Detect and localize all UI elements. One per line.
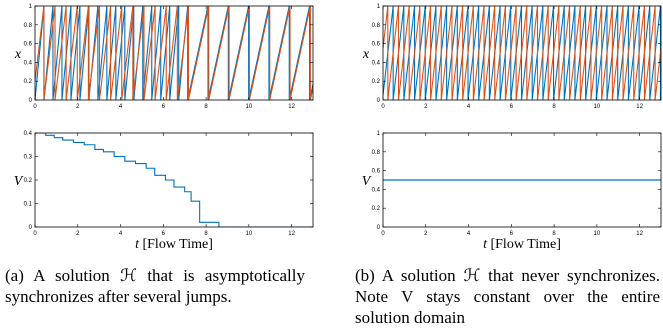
panel-2-xtick-label: 2 [76,231,80,237]
panel-1-ylabel: x [14,47,22,62]
panel-2-xtick-label: 6 [162,231,166,237]
panel-4-frame [382,132,662,228]
panel-2-xtick-label: 8 [204,231,208,237]
panel-3-xtick-label: 8 [552,104,556,110]
panel-1-xtick-label: 4 [119,104,123,110]
panel-1-xtick-label: 10 [246,104,253,110]
panel-4-ytick-label: 0.6 [372,169,381,175]
panel-4-ytick-label: 0.8 [372,150,381,156]
panel-2-xtick-label: 10 [246,231,253,237]
panel-4-xtick-label: 2 [424,231,428,237]
panel-3-xtick-label: 4 [467,104,471,110]
panel-3-xtick-label: 2 [424,104,428,110]
panel-4-xtick-label: 4 [467,231,471,237]
panel-4-ylabel: V [362,174,372,189]
panel-1-ytick-label: 0.6 [24,42,33,48]
panel-3-ytick-label: 0 [377,98,381,104]
panel-2-ytick-label: 0.4 [24,131,33,137]
panel-3-xtick-label: 6 [510,104,514,110]
caption-a: (a) A solution ℋ that is asymptotically … [5,266,305,306]
panel-2-ytick-label: 0 [29,225,33,231]
panel-4-xtick-label: 8 [552,231,556,237]
panel-1-xtick-label: 0 [33,104,37,110]
panel-2-xtick-label: 4 [119,231,123,237]
panel-3-ylabel: x [362,47,370,62]
panel-4-ytick-label: 0 [377,225,381,231]
panel-3-frame [382,5,662,101]
panel-2-ytick-label: 0.2 [24,178,33,184]
panel-2-series-1-line [35,133,313,227]
caption-b: (b) A solution ℋ that never synchronizes… [355,266,660,327]
panel-2-ylabel: V [14,174,24,189]
panel-3-xtick-label: 0 [381,104,385,110]
panel-1-xtick-label: 6 [162,104,166,110]
panel-3-ytick-label: 1 [377,4,381,10]
panel-1-frame [34,5,314,101]
panel-1-xtick-label: 8 [204,104,208,110]
panel-4-xtick-label: 10 [594,231,601,237]
panel-1-xtick-label: 12 [288,104,295,110]
panel-2-xtick-label: 0 [33,231,37,237]
panel-2-ytick-label: 0.1 [24,202,33,208]
panel-1-xtick-label: 2 [76,104,80,110]
panel-4-ytick-label: 1 [377,131,381,137]
panel-4-ytick-label: 0.2 [372,206,381,212]
panel-2-xtick-label: 12 [288,231,295,237]
panel-4-xlabel: t [Flow Time] [483,237,561,252]
panel-1-ytick-label: 0.2 [24,79,33,85]
panel-1-series-1-line [35,6,313,100]
panel-1-series-2-line [35,6,313,100]
panel-3-series-2-line [383,6,661,100]
panel-1-ytick-label: 0.8 [24,23,33,29]
panel-3-xtick-label: 12 [636,104,643,110]
panel-3-series-1-line [383,6,661,100]
panel-4-ytick-label: 0.4 [372,187,381,193]
panel-3-ytick-label: 0.6 [372,42,381,48]
panel-1-ytick-label: 0.4 [24,60,33,66]
panel-4-xtick-label: 12 [636,231,643,237]
panel-1-ytick-label: 1 [29,4,33,10]
panel-4-xtick-label: 0 [381,231,385,237]
panel-3-ytick-label: 0.2 [372,79,381,85]
panel-1-ytick-label: 0 [29,98,33,104]
panel-2-xlabel: t [Flow Time] [135,237,213,252]
panel-3-xtick-label: 10 [594,104,601,110]
panel-2-ytick-label: 0.3 [24,155,33,161]
panel-3-ytick-label: 0.8 [372,23,381,29]
panel-3-ytick-label: 0.4 [372,60,381,66]
panel-4-xtick-label: 6 [510,231,514,237]
